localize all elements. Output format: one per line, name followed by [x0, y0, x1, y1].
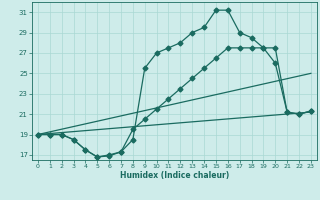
X-axis label: Humidex (Indice chaleur): Humidex (Indice chaleur) [120, 171, 229, 180]
